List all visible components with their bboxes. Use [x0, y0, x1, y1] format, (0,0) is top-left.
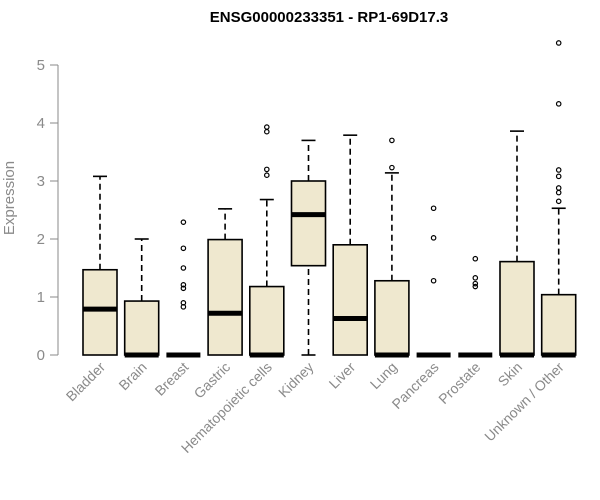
y-tick-label: 4: [37, 115, 45, 132]
outlier-point: [180, 245, 187, 252]
box-iqr: [374, 279, 410, 356]
box-iqr: [123, 300, 160, 356]
box-iqr: [82, 268, 118, 356]
outlier-point: [263, 166, 270, 173]
x-tick-label: Unknown / Other: [481, 359, 567, 445]
box-brain: [123, 238, 160, 358]
box-iqr: [249, 285, 285, 356]
outlier-point: [555, 198, 562, 205]
box-breast: [166, 219, 201, 358]
outlier-point: [263, 124, 270, 130]
outlier-point: [555, 173, 562, 180]
outlier-point: [555, 189, 562, 196]
y-tick-label: 3: [37, 173, 45, 190]
y-axis-label: Expression: [1, 161, 18, 235]
y-axis: 0 1 2 3 4 5: [37, 57, 59, 364]
outlier-point: [263, 172, 270, 179]
box-pancreas: [416, 205, 451, 358]
box-iqr: [290, 180, 327, 267]
x-tick-label: Kidney: [275, 359, 317, 401]
outlier-point: [430, 235, 437, 241]
box-iqr: [207, 238, 243, 356]
box-lung: [374, 137, 410, 358]
outlier-point: [472, 255, 479, 262]
box-kidney: [290, 139, 327, 356]
box-skin: [499, 130, 535, 358]
y-tick-label: 1: [37, 289, 45, 306]
x-tick-label: Prostate: [435, 359, 483, 407]
x-tick-label: Skin: [495, 359, 526, 390]
box-hematopoietic-cells: [249, 124, 285, 358]
y-tick-label: 0: [37, 347, 45, 364]
chart-title: ENSG00000233351 - RP1-69D17.3: [210, 9, 449, 26]
outlier-point: [180, 282, 187, 288]
box-bladder: [82, 175, 118, 356]
box-liver: [332, 134, 369, 356]
outlier-point: [555, 101, 562, 107]
box-iqr: [499, 260, 535, 356]
outlier-point: [263, 128, 270, 135]
x-tick-label: Bladder: [63, 359, 109, 405]
outlier-point: [180, 285, 187, 292]
outlier-point: [555, 185, 562, 191]
outlier-point: [555, 167, 562, 173]
boxes-group: [82, 40, 577, 358]
outlier-point: [430, 205, 437, 212]
box-prostate: [458, 255, 493, 358]
outlier-point: [389, 164, 395, 171]
x-tick-label: Brain: [115, 359, 149, 393]
x-tick-label: Breast: [152, 359, 192, 399]
outlier-point: [430, 277, 437, 284]
outlier-point: [472, 283, 479, 290]
box-iqr: [332, 244, 369, 356]
y-tick-label: 5: [37, 57, 45, 74]
outlier-point: [472, 280, 479, 287]
box-gastric: [207, 208, 243, 356]
outlier-point: [180, 299, 187, 306]
outlier-point: [555, 40, 562, 46]
outlier-point: [180, 265, 187, 271]
box-unknown-other: [540, 40, 577, 358]
outlier-point: [389, 137, 395, 144]
x-tick-label: Liver: [326, 359, 359, 392]
outlier-point: [180, 219, 187, 225]
x-tick-label: Lung: [367, 359, 400, 392]
box-iqr: [540, 293, 577, 356]
outlier-point: [472, 275, 479, 281]
y-tick-label: 2: [37, 231, 45, 248]
